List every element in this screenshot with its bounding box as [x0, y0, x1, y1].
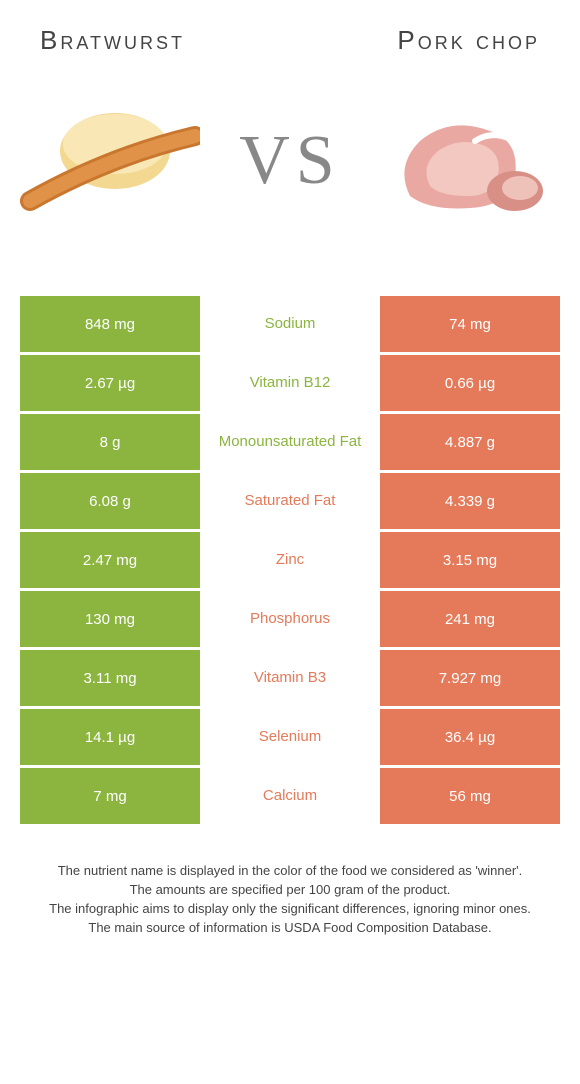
nutrient-row: 130 mgPhosphorus241 mg	[20, 591, 560, 647]
right-value: 4.339 g	[380, 473, 560, 529]
left-value: 3.11 mg	[20, 650, 200, 706]
right-value: 241 mg	[380, 591, 560, 647]
nutrient-row: 848 mgSodium74 mg	[20, 296, 560, 352]
left-value: 848 mg	[20, 296, 200, 352]
footer-notes: The nutrient name is displayed in the co…	[0, 837, 580, 937]
nutrient-name: Calcium	[200, 768, 380, 824]
nutrient-name: Monounsaturated Fat	[200, 414, 380, 470]
left-value: 8 g	[20, 414, 200, 470]
nutrient-name: Vitamin B12	[200, 355, 380, 411]
nutrient-name: Phosphorus	[200, 591, 380, 647]
nutrient-row: 14.1 µgSelenium36.4 µg	[20, 709, 560, 765]
nutrient-name: Vitamin B3	[200, 650, 380, 706]
left-value: 2.47 mg	[20, 532, 200, 588]
nutrient-row: 2.67 µgVitamin B120.66 µg	[20, 355, 560, 411]
right-value: 56 mg	[380, 768, 560, 824]
left-value: 2.67 µg	[20, 355, 200, 411]
vs-label: VS	[239, 121, 340, 201]
right-value: 7.927 mg	[380, 650, 560, 706]
nutrient-comparison-table: 848 mgSodium74 mg2.67 µgVitamin B120.66 …	[0, 256, 580, 837]
left-value: 7 mg	[20, 768, 200, 824]
right-value: 74 mg	[380, 296, 560, 352]
left-value: 14.1 µg	[20, 709, 200, 765]
right-value: 3.15 mg	[380, 532, 560, 588]
nutrient-row: 3.11 mgVitamin B37.927 mg	[20, 650, 560, 706]
left-value: 130 mg	[20, 591, 200, 647]
nutrient-row: 6.08 gSaturated Fat4.339 g	[20, 473, 560, 529]
left-food-title: Bratwurst	[40, 25, 185, 56]
left-value: 6.08 g	[20, 473, 200, 529]
nutrient-row: 8 gMonounsaturated Fat4.887 g	[20, 414, 560, 470]
nutrient-name: Selenium	[200, 709, 380, 765]
nutrient-name: Saturated Fat	[200, 473, 380, 529]
footer-line: The infographic aims to display only the…	[35, 900, 545, 919]
nutrient-name: Zinc	[200, 532, 380, 588]
right-food-title: Pork chop	[397, 25, 540, 56]
bratwurst-image	[20, 96, 200, 226]
right-value: 4.887 g	[380, 414, 560, 470]
nutrient-row: 2.47 mgZinc3.15 mg	[20, 532, 560, 588]
pork-chop-image	[380, 96, 560, 226]
footer-line: The amounts are specified per 100 gram o…	[35, 881, 545, 900]
right-value: 0.66 µg	[380, 355, 560, 411]
right-value: 36.4 µg	[380, 709, 560, 765]
footer-line: The main source of information is USDA F…	[35, 919, 545, 938]
nutrient-name: Sodium	[200, 296, 380, 352]
footer-line: The nutrient name is displayed in the co…	[35, 862, 545, 881]
nutrient-row: 7 mgCalcium56 mg	[20, 768, 560, 824]
